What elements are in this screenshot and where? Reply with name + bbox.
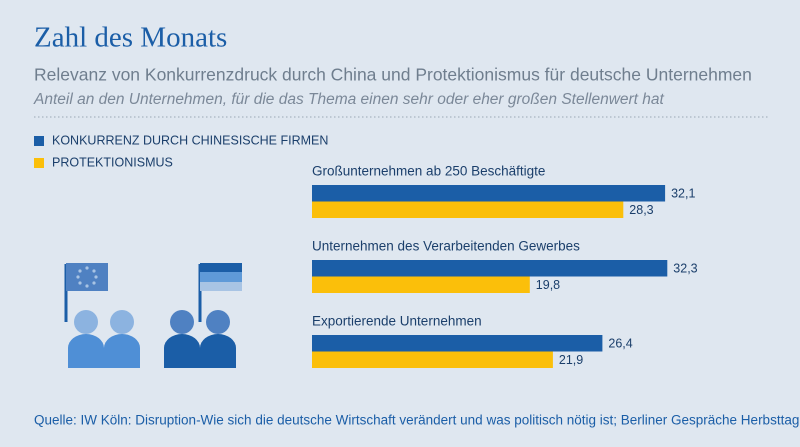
chart-note: Anteil an den Unternehmen, für die das T… xyxy=(33,91,665,108)
category-label: Großunternehmen ab 250 Beschäftigte xyxy=(312,164,545,179)
bar xyxy=(312,260,668,277)
source: Quelle: IW Köln: Disruption-Wie sich die… xyxy=(34,413,800,428)
category-label: Exportierende Unternehmen xyxy=(312,314,482,329)
value-label: 32,1 xyxy=(671,187,695,201)
bar xyxy=(312,185,666,202)
chart-title: Zahl des Monats xyxy=(34,22,227,54)
chart-subtitle: Relevanz von Konkurrenzdruck durch China… xyxy=(34,65,752,85)
bar xyxy=(312,201,624,218)
value-label: 26,4 xyxy=(608,337,632,351)
value-label: 19,8 xyxy=(536,278,560,292)
legend-swatch xyxy=(34,158,44,168)
bar xyxy=(312,276,530,293)
value-label: 32,3 xyxy=(673,262,697,276)
bar xyxy=(312,335,603,352)
value-label: 21,9 xyxy=(559,353,583,367)
bar xyxy=(312,351,553,368)
category-label: Unternehmen des Verarbeitenden Gewerbes xyxy=(312,239,580,254)
icons xyxy=(64,263,242,368)
legend-swatch xyxy=(34,136,44,146)
legend-label: PROTEKTIONISMUS xyxy=(52,155,173,169)
value-label: 28,3 xyxy=(629,203,653,217)
legend-label: KONKURRENZ DURCH CHINESISCHE FIRMEN xyxy=(52,133,328,147)
